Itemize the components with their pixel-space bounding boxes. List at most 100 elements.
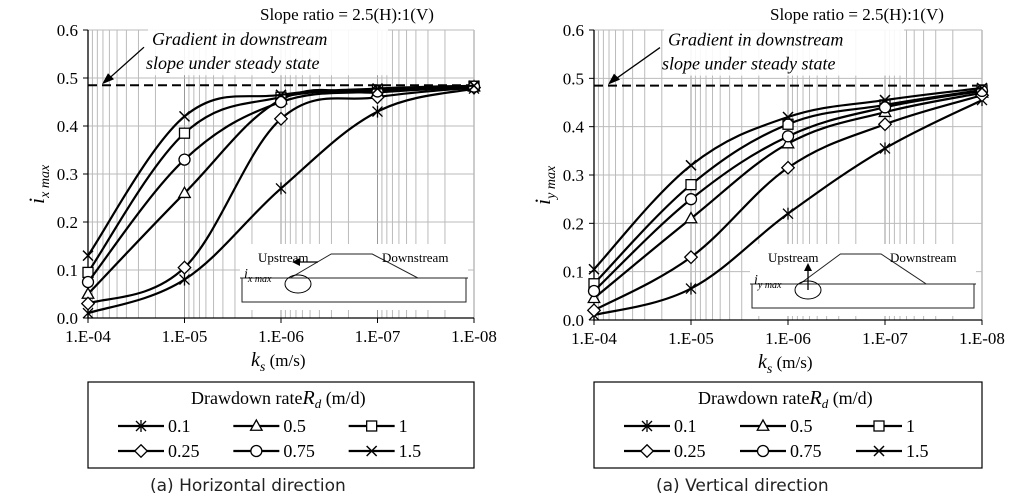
legend-entry: 1 — [856, 416, 915, 436]
chart-panel-2: 0.0 0.1 0.2 0.3 0.4 0.5 0.6 1.E-04 1.E-05 1.E-06 1… — [530, 5, 1005, 469]
legend-entry: 0.5 — [740, 416, 813, 436]
x-tick-label: 1.E-06 — [765, 329, 811, 348]
series-1_5 — [588, 82, 988, 275]
legend-label: 0.75 — [283, 441, 315, 461]
y-axis-label: iy max — [530, 165, 559, 205]
legend-label: 1.5 — [399, 441, 422, 461]
legend-entry: 0.75 — [233, 441, 315, 461]
legend-label: 1 — [399, 416, 408, 436]
y-tick-label: 0.1 — [563, 263, 584, 282]
series-0_75 — [587, 84, 989, 298]
data-point — [781, 130, 795, 143]
y-tick-label: 0.2 — [563, 214, 584, 233]
y-tick-label: 0.3 — [57, 165, 78, 184]
legend-label: 1 — [906, 416, 915, 436]
y-tick-label: 0.6 — [563, 21, 584, 40]
data-point — [684, 211, 698, 224]
data-point — [179, 273, 190, 286]
data-point — [81, 275, 95, 289]
data-point — [976, 82, 988, 94]
steady-state-annotation: Gradient in downstream slope under steady… — [608, 27, 904, 85]
legend-label: 0.5 — [283, 416, 306, 436]
data-point — [685, 179, 697, 191]
data-point — [782, 118, 794, 130]
data-point — [371, 83, 384, 95]
chart-title: Slope ratio = 2.5(H):1(V) — [260, 5, 434, 24]
legend-marker — [873, 420, 885, 432]
y-tick-label: 0.3 — [563, 166, 584, 185]
annotation-arrow — [105, 46, 145, 82]
annotation-arrow — [611, 47, 661, 83]
data-point — [782, 207, 794, 220]
legend-entry: 1.5 — [348, 441, 422, 461]
data-point — [685, 159, 697, 171]
legend-entry: 0.25 — [624, 441, 706, 461]
legend-label: 0.25 — [168, 441, 200, 461]
y-tick-label: 0.5 — [563, 69, 584, 88]
legend-marker — [756, 418, 770, 431]
data-point — [177, 185, 192, 199]
legend-label: 0.75 — [790, 441, 822, 461]
legend-marker — [249, 418, 264, 431]
data-point — [274, 95, 288, 109]
x-tick-label: 1.E-08 — [451, 327, 497, 346]
data-point — [275, 89, 287, 101]
legend-entry: 0.1 — [118, 416, 191, 436]
inset-schematic: Upstream Downstream ix max — [240, 244, 468, 310]
inset-downstream-label: Downstream — [382, 250, 448, 265]
inset-arrow-label: ix max — [244, 267, 272, 285]
data-point — [685, 282, 697, 295]
inset-arrow-label: iy max — [754, 273, 782, 291]
legend: Drawdown rateRd (m/d)0.1 0.5 1 0.25 0.75 1.5 — [593, 381, 983, 469]
legend-marker — [250, 444, 263, 458]
y-tick-label: 0.0 — [563, 311, 584, 330]
legend-label: 0.1 — [168, 416, 191, 436]
legend-marker — [135, 420, 147, 432]
legend-entry: 0.1 — [624, 416, 697, 436]
y-tick-label: 0.2 — [57, 213, 78, 232]
data-point — [588, 263, 600, 275]
x-tick-label: 1.E-06 — [258, 327, 304, 346]
series-line — [87, 85, 475, 283]
annotation-arrowhead — [102, 73, 114, 85]
foundation-box — [241, 277, 467, 303]
inset-downstream-label: Downstream — [890, 250, 956, 265]
chart-title: Slope ratio = 2.5(H):1(V) — [770, 5, 944, 24]
x-axis-label: ks (m/s) — [251, 349, 305, 375]
y-tick-label: 0.4 — [57, 117, 79, 136]
chart-panel-1: 0.0 0.1 0.2 0.3 0.4 0.5 0.6 1.E-04 1.E-05 1.E-06 1… — [24, 5, 497, 469]
steady-state-annotation: Gradient in downstream slope under steady… — [102, 27, 388, 85]
annotation-line-2: slope under steady state — [146, 53, 319, 73]
inset-upstream-label: Upstream — [258, 250, 309, 265]
caption-vertical: (a) Vertical direction — [656, 476, 829, 496]
data-point — [683, 249, 699, 265]
data-point — [82, 250, 94, 262]
x-tick-label: 1.E-07 — [862, 329, 908, 348]
annotation-line-2: slope under steady state — [662, 54, 835, 74]
data-point — [80, 296, 96, 311]
data-point — [372, 105, 383, 118]
data-point — [178, 110, 191, 122]
y-tick-label: 0.4 — [563, 118, 585, 137]
series-line — [87, 84, 475, 257]
legend-marker — [133, 443, 149, 459]
data-point — [781, 136, 795, 149]
legend-label: 0.1 — [674, 416, 697, 436]
caption-horizontal: (a) Horizontal direction — [150, 476, 346, 496]
data-point — [587, 290, 601, 304]
data-point — [879, 142, 891, 155]
legend-entry: 0.25 — [118, 441, 200, 461]
x-tick-label: 1.E-05 — [162, 327, 208, 346]
series-0_25 — [586, 88, 990, 318]
series-line — [593, 86, 983, 271]
legend-title: Drawdown rateRd (m/d) — [191, 387, 366, 411]
legend-entry: 1.5 — [856, 441, 929, 461]
annotation-line-1: Gradient in downstream — [152, 29, 327, 49]
data-point — [587, 284, 601, 298]
data-point — [178, 153, 191, 166]
legend-title: Drawdown rateRd (m/d) — [698, 387, 873, 411]
data-point — [877, 117, 893, 132]
element-ellipse — [284, 274, 312, 294]
x-axis-label: ks (m/s) — [758, 351, 812, 377]
